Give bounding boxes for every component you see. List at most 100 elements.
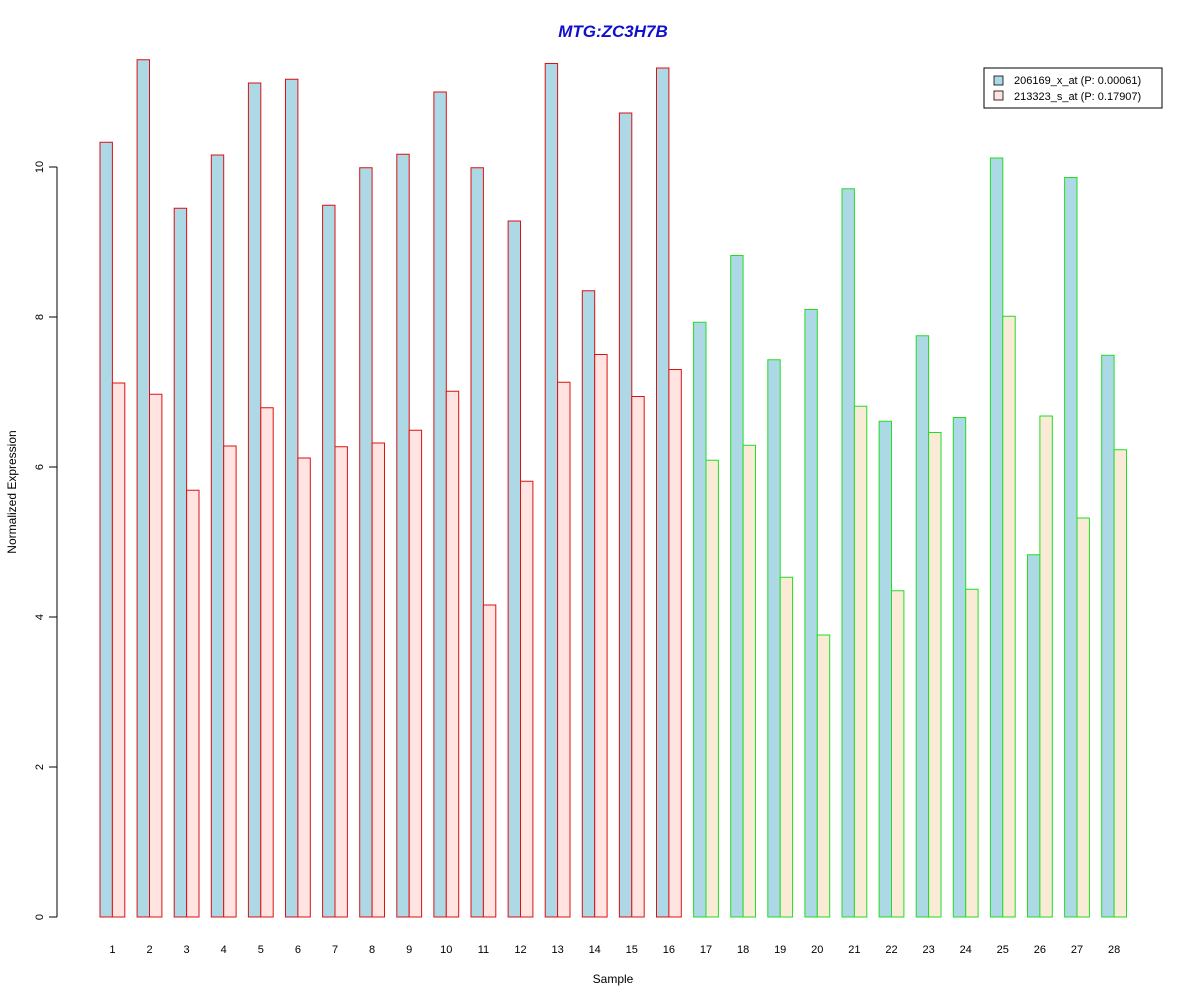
bar-series-2-sample-12 bbox=[520, 480, 534, 918]
x-tick-label-10: 10 bbox=[440, 944, 452, 956]
bar-series-2-sample-28 bbox=[1113, 449, 1127, 918]
x-tick-label-9: 9 bbox=[406, 944, 412, 956]
y-tick-label: 2 bbox=[34, 764, 46, 770]
x-tick-label-13: 13 bbox=[551, 944, 563, 956]
bar-series-1-sample-9 bbox=[396, 153, 410, 918]
legend-label-series-2: 213323_s_at (P: 0.17907) bbox=[1014, 91, 1141, 103]
bar-series-1-sample-6 bbox=[285, 78, 299, 918]
bar-series-2-sample-16 bbox=[668, 369, 682, 918]
bar-series-2-sample-22 bbox=[891, 590, 905, 918]
bar-series-2-sample-4 bbox=[223, 445, 237, 918]
x-tick-label-15: 15 bbox=[626, 944, 638, 956]
y-tick-label: 6 bbox=[34, 464, 46, 470]
x-tick-label-16: 16 bbox=[663, 944, 675, 956]
bars bbox=[99, 59, 1127, 918]
bar-series-1-sample-14 bbox=[581, 290, 596, 918]
x-tick-label-21: 21 bbox=[848, 944, 860, 956]
bar-series-1-sample-18 bbox=[730, 255, 744, 918]
x-tick-label-3: 3 bbox=[184, 944, 190, 956]
x-tick-label-2: 2 bbox=[146, 944, 152, 956]
x-tick-label-6: 6 bbox=[295, 944, 301, 956]
x-tick-label-5: 5 bbox=[258, 944, 264, 956]
bar-series-2-sample-10 bbox=[445, 390, 460, 918]
x-tick-label-28: 28 bbox=[1108, 944, 1120, 956]
bar-series-1-sample-23 bbox=[915, 335, 930, 918]
bar-series-1-sample-3 bbox=[173, 207, 188, 918]
bar-series-2-sample-23 bbox=[928, 432, 942, 918]
x-tick-label-24: 24 bbox=[960, 944, 972, 956]
bar-series-2-sample-7 bbox=[334, 446, 348, 918]
legend-label-series-1: 206169_x_at (P: 0.00061) bbox=[1014, 75, 1141, 87]
bar-series-2-sample-27 bbox=[1076, 517, 1090, 918]
x-tick-label-23: 23 bbox=[922, 944, 934, 956]
bar-series-1-sample-13 bbox=[544, 63, 559, 918]
y-tick-label: 0 bbox=[34, 914, 46, 920]
legend: 206169_x_at (P: 0.00061) 213323_s_at (P:… bbox=[983, 67, 1163, 109]
x-tick-label-4: 4 bbox=[221, 944, 227, 956]
legend-swatch-series-1 bbox=[993, 75, 1004, 86]
bar-series-1-sample-25 bbox=[989, 157, 1004, 918]
bar-series-2-sample-1 bbox=[111, 382, 126, 918]
y-tick-label: 10 bbox=[34, 161, 46, 173]
bar-series-1-sample-24 bbox=[952, 417, 967, 918]
bar-series-2-sample-26 bbox=[1039, 415, 1053, 918]
bar-series-2-sample-25 bbox=[1002, 315, 1016, 918]
bar-series-1-sample-4 bbox=[210, 154, 225, 918]
bar-series-2-sample-5 bbox=[260, 407, 274, 918]
bar-series-1-sample-26 bbox=[1027, 554, 1041, 918]
x-tick-label-19: 19 bbox=[774, 944, 786, 956]
bar-series-2-sample-9 bbox=[408, 429, 423, 918]
bar-series-2-sample-17 bbox=[705, 459, 719, 918]
bar-series-1-sample-19 bbox=[767, 359, 781, 918]
bar-series-1-sample-8 bbox=[359, 167, 373, 918]
bar-series-2-sample-11 bbox=[482, 604, 497, 918]
legend-swatch-series-2 bbox=[993, 90, 1004, 101]
x-tick-label-22: 22 bbox=[885, 944, 897, 956]
bar-series-2-sample-18 bbox=[742, 444, 756, 918]
bar-series-1-sample-11 bbox=[470, 167, 484, 918]
bar-series-2-sample-20 bbox=[816, 634, 831, 918]
bar-series-2-sample-13 bbox=[557, 381, 571, 918]
y-tick-label: 4 bbox=[34, 614, 46, 620]
x-tick-label-27: 27 bbox=[1071, 944, 1083, 956]
bar-series-1-sample-16 bbox=[656, 67, 670, 918]
x-tick-label-12: 12 bbox=[514, 944, 526, 956]
bar-series-1-sample-1 bbox=[99, 141, 113, 918]
x-tick-label-8: 8 bbox=[369, 944, 375, 956]
x-tick-label-25: 25 bbox=[997, 944, 1009, 956]
bar-series-1-sample-5 bbox=[247, 82, 262, 918]
bar-series-1-sample-12 bbox=[507, 220, 522, 918]
x-tick-label-7: 7 bbox=[332, 944, 338, 956]
bar-series-1-sample-7 bbox=[322, 204, 336, 918]
x-tick-label-26: 26 bbox=[1034, 944, 1046, 956]
y-axis-label: Normalized Expression bbox=[5, 430, 19, 553]
bar-series-2-sample-19 bbox=[779, 576, 794, 918]
y-tick-label: 8 bbox=[34, 314, 46, 320]
bar-series-1-sample-21 bbox=[841, 188, 855, 918]
x-tick-label-17: 17 bbox=[700, 944, 712, 956]
bar-series-2-sample-24 bbox=[965, 588, 979, 918]
chart-title: MTG:ZC3H7B bbox=[558, 22, 668, 41]
bar-series-1-sample-28 bbox=[1101, 354, 1115, 918]
bar-series-2-sample-8 bbox=[371, 442, 386, 918]
x-axis-label: Sample bbox=[593, 972, 634, 986]
bar-series-1-sample-22 bbox=[878, 420, 892, 918]
bar-series-2-sample-15 bbox=[631, 396, 645, 918]
bar-series-2-sample-14 bbox=[594, 354, 608, 918]
x-tick-label-11: 11 bbox=[478, 944, 489, 956]
bar-series-1-sample-20 bbox=[804, 309, 818, 918]
x-tick-label-18: 18 bbox=[737, 944, 749, 956]
bar-series-1-sample-15 bbox=[618, 112, 633, 918]
bar-series-2-sample-3 bbox=[186, 489, 200, 918]
bar-series-1-sample-10 bbox=[433, 91, 447, 918]
bar-series-2-sample-21 bbox=[853, 405, 868, 918]
bar-series-2-sample-6 bbox=[297, 457, 311, 918]
legend-box bbox=[983, 67, 1163, 109]
bar-series-2-sample-2 bbox=[149, 393, 163, 918]
x-tick-label-14: 14 bbox=[589, 944, 601, 956]
y-axis: 0 2 4 6 8 10 bbox=[34, 161, 58, 920]
bar-series-1-sample-2 bbox=[136, 59, 151, 918]
x-tick-labels: 1 2 3 4 5 6 7 8 9 10 11 12 13 14 15 16 17 18 19 20 21 22 23 24 2… bbox=[109, 944, 1120, 956]
bar-series-1-sample-27 bbox=[1064, 177, 1078, 918]
